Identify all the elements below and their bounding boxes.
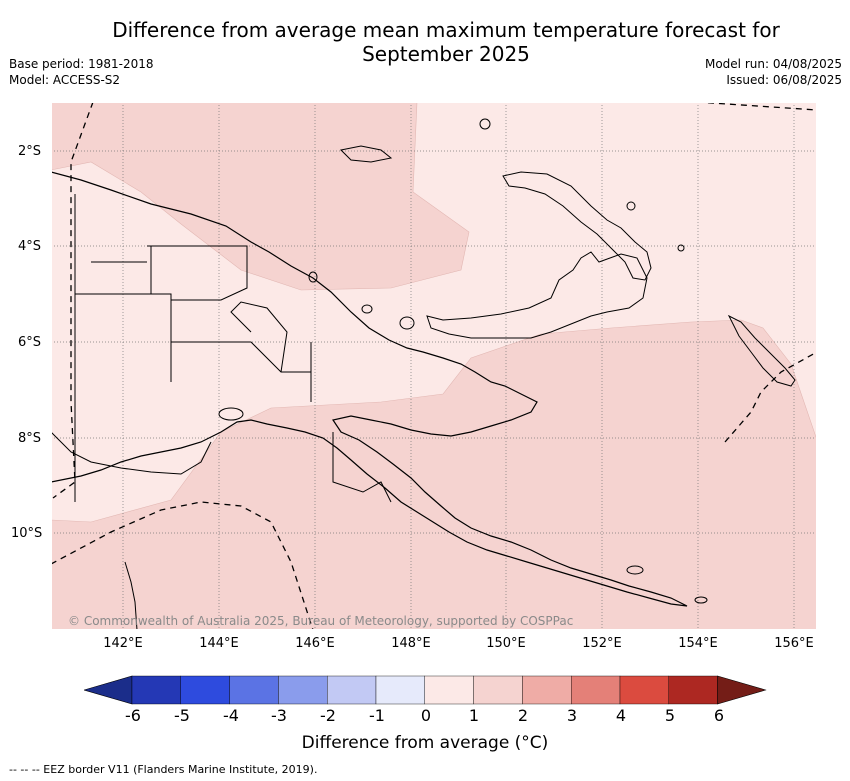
colorbar-tick: 6: [713, 706, 725, 725]
map-svg: [50, 101, 818, 631]
colorbar-segment: [326, 675, 377, 705]
model-text: Model: ACCESS-S2: [9, 73, 121, 87]
coastline-new-britain: [426, 251, 648, 339]
lat-label: 10°S: [11, 526, 43, 541]
colorbar-segment: [278, 675, 328, 705]
meta-right: Model run: 04/08/2025 Issued: 06/08/2025: [705, 56, 842, 88]
lat-label: 8°S: [18, 431, 42, 446]
province-borders: [74, 194, 392, 503]
title-line-1: Difference from average mean maximum tem…: [112, 18, 780, 42]
coastline-south: [50, 431, 212, 475]
colorbar-tick: -3: [271, 706, 287, 725]
base-period-text: Base period: 1981-2018: [9, 57, 154, 71]
colorbar-tick: 1: [468, 706, 480, 725]
colorbar-label: Difference from average (°C): [301, 733, 549, 753]
anomaly-region-north: [50, 101, 470, 291]
lon-label: 156°E: [774, 636, 814, 651]
colorbar-extend-max: [717, 675, 767, 705]
colorbar-tick: 3: [566, 706, 578, 725]
small-islands: [218, 118, 708, 604]
issued-text: Issued: 06/08/2025: [726, 73, 842, 87]
colorbar-segment: [131, 675, 181, 705]
lat-label: 2°S: [18, 144, 42, 159]
lon-label: 144°E: [199, 636, 239, 651]
copyright-notice: © Commonwealth of Australia 2025, Bureau…: [68, 614, 574, 628]
colorbar-segment: [229, 675, 279, 705]
colorbar-segment: [375, 675, 425, 705]
graticule: [51, 102, 817, 630]
lat-label: 4°S: [18, 239, 42, 254]
colorbar-tick: 5: [664, 706, 676, 725]
eez-borders: [50, 101, 818, 631]
colorbar-segment: [522, 675, 572, 705]
colorbar-extend-min: [82, 675, 133, 705]
colorbar-segment: [619, 675, 669, 705]
colorbar-tick: -6: [125, 706, 141, 725]
map-panel: [50, 101, 818, 631]
colorbar-segment: [473, 675, 523, 705]
coastline-mainland: [50, 171, 688, 607]
colorbar-tick: 4: [615, 706, 627, 725]
colorbar-tick: -5: [174, 706, 190, 725]
lon-label: 150°E: [486, 636, 526, 651]
colorbar-tick: -4: [223, 706, 239, 725]
colorbar-segment: [180, 675, 230, 705]
coastline-manus: [339, 145, 393, 163]
colorbar-tick: 2: [517, 706, 529, 725]
colorbar-segment: [571, 675, 621, 705]
lat-label: 6°S: [18, 335, 42, 350]
coastline-cape-york: [124, 561, 138, 631]
meta-left: Base period: 1981-2018 Model: ACCESS-S2: [9, 56, 154, 88]
eez-footer-note: -- -- -- EEZ border V11 (Flanders Marine…: [9, 763, 318, 776]
model-run-text: Model run: 04/08/2025: [704, 57, 842, 71]
colorbar-segment: [668, 675, 718, 705]
map-title: Difference from average mean maximum tem…: [40, 18, 850, 66]
map-frame: [51, 102, 817, 630]
coastline-bougainville: [727, 314, 796, 387]
colorbar-tick: -2: [320, 706, 336, 725]
title-line-2: September 2025: [362, 42, 530, 66]
lon-label: 154°E: [678, 636, 718, 651]
colorbar: [82, 674, 768, 710]
lon-label: 148°E: [391, 636, 431, 651]
colorbar-segment: [424, 675, 474, 705]
colorbar-tick: -1: [369, 706, 385, 725]
lon-label: 142°E: [103, 636, 143, 651]
lon-label: 146°E: [295, 636, 335, 651]
coastline-new-ireland: [502, 171, 652, 281]
colorbar-svg: [82, 675, 767, 705]
lon-label: 152°E: [582, 636, 622, 651]
colorbar-tick: 0: [420, 706, 432, 725]
